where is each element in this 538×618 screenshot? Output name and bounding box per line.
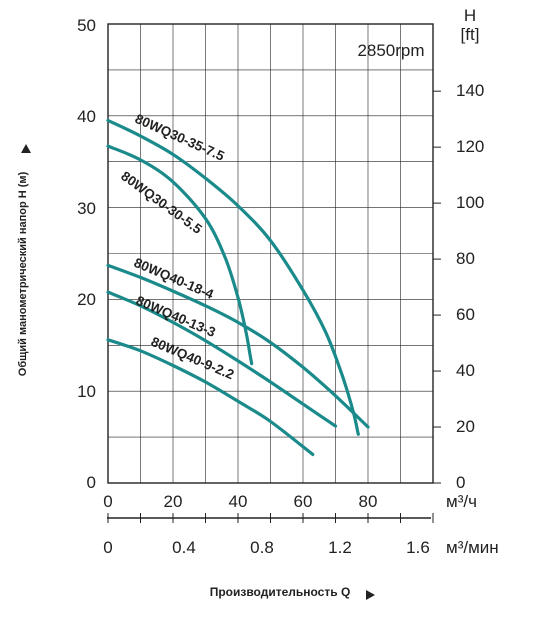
right-y-axis: H [ft] 0 20 40 60 80 100 120 140 <box>456 6 484 492</box>
right-tick-label: 80 <box>456 249 475 268</box>
left-y-axis-ticks: 0 10 20 30 40 50 <box>77 16 96 492</box>
x-tick-label: 20 <box>164 492 183 511</box>
y-tick-label: 0 <box>87 473 96 492</box>
y-axis-title: Общий манометрический напор H (м) <box>17 144 31 376</box>
x-tick-label: 0 <box>103 492 112 511</box>
series-curve-80wq40-9-2.2 <box>106 338 315 457</box>
y-tick-label: 20 <box>77 290 96 309</box>
arrow-right-icon <box>366 590 375 600</box>
y-tick-label: 10 <box>77 382 96 401</box>
x2-tick-label: 1.6 <box>406 538 430 557</box>
chart-grid <box>107 23 441 523</box>
right-axis-unit-h: H <box>464 6 476 25</box>
right-tick-label: 140 <box>456 81 484 100</box>
rpm-annotation: 2850rpm <box>357 41 424 60</box>
y-tick-label: 50 <box>77 16 96 35</box>
series-curve-80wq30-35-7.5 <box>106 118 360 436</box>
series-curve-80wq30-30-5.5 <box>106 144 254 366</box>
right-axis-unit-ft: [ft] <box>461 25 480 44</box>
x-tick-label: 40 <box>229 492 248 511</box>
right-tick-label: 120 <box>456 137 484 156</box>
series-curve-80wq40-13-3 <box>106 290 338 428</box>
series-layer <box>106 118 370 457</box>
arrow-up-icon <box>21 144 31 153</box>
x-axis-m3h: 0 20 40 60 80 м³/ч <box>103 492 477 519</box>
x-tick-label: 80 <box>359 492 378 511</box>
series-curve-80wq40-18-4 <box>106 263 370 429</box>
x-axis-m3min: 0 0.4 0.8 1.2 1.6 м³/мин <box>103 538 498 557</box>
right-tick-label: 60 <box>456 305 475 324</box>
right-tick-label: 20 <box>456 417 475 436</box>
x2-tick-label: 1.2 <box>328 538 352 557</box>
x-unit-m3h: м³/ч <box>446 492 477 511</box>
plot-frame <box>107 23 434 484</box>
right-tick-label: 40 <box>456 361 475 380</box>
y-axis-label: Общий манометрический напор H (м) <box>17 171 29 376</box>
right-tick-label: 0 <box>456 473 465 492</box>
x-unit-m3min: м³/мин <box>446 538 499 557</box>
x2-tick-label: 0.8 <box>250 538 274 557</box>
right-tick-label: 100 <box>456 193 484 212</box>
y-tick-label: 30 <box>77 199 96 218</box>
x-axis-title: Производительность Q <box>210 585 375 600</box>
x2-tick-label: 0 <box>103 538 112 557</box>
x2-tick-label: 0.4 <box>172 538 196 557</box>
x-axis-label: Производительность Q <box>210 585 351 599</box>
x-tick-label: 60 <box>294 492 313 511</box>
y-tick-label: 40 <box>77 107 96 126</box>
